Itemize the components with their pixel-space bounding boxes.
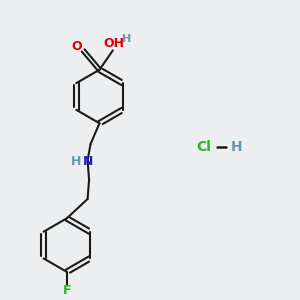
Text: OH: OH <box>104 38 125 50</box>
Text: N: N <box>82 155 93 168</box>
Text: H: H <box>230 140 242 154</box>
Text: O: O <box>71 40 82 53</box>
Text: H: H <box>71 155 82 168</box>
Text: H: H <box>122 34 131 44</box>
Text: Cl: Cl <box>196 140 211 154</box>
Text: F: F <box>62 284 71 297</box>
